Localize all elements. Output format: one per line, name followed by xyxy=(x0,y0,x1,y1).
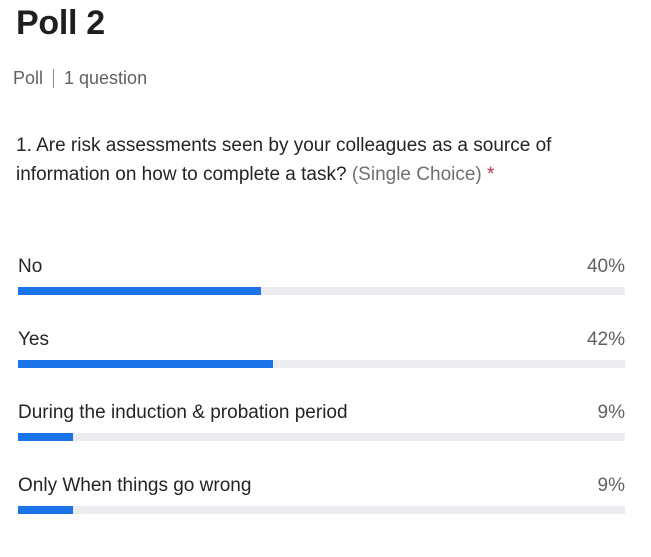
poll-meta: Poll 1 question xyxy=(13,68,147,89)
result-bar-fill xyxy=(18,433,73,441)
poll-type-label: Poll xyxy=(13,68,44,88)
option-when-wrong: Only When things go wrong 9% xyxy=(18,475,625,514)
option-percent: 9% xyxy=(597,475,625,496)
option-percent: 40% xyxy=(586,256,625,277)
question-count: 1 question xyxy=(64,68,148,88)
result-bar-fill xyxy=(18,287,261,295)
required-marker: * xyxy=(487,164,495,185)
result-bar-fill xyxy=(18,506,73,514)
option-label: During the induction & probation period xyxy=(18,402,348,423)
result-bar-track xyxy=(18,287,625,295)
option-induction: During the induction & probation period … xyxy=(18,402,625,441)
option-label: Only When things go wrong xyxy=(18,475,252,496)
option-percent: 42% xyxy=(586,329,625,350)
option-percent: 9% xyxy=(597,402,625,423)
option-label: Yes xyxy=(18,329,49,350)
meta-divider xyxy=(53,69,55,88)
result-bar-track xyxy=(18,433,625,441)
option-yes: Yes 42% xyxy=(18,329,625,368)
question-type: (Single Choice) xyxy=(351,164,482,185)
question-text-block: 1. Are risk assessments seen by your col… xyxy=(16,131,616,189)
option-label: No xyxy=(18,256,43,277)
result-bar-track xyxy=(18,360,625,368)
result-bar-fill xyxy=(18,360,273,368)
question-text: 1. Are risk assessments seen by your col… xyxy=(16,135,552,185)
result-bar-track xyxy=(18,506,625,514)
option-no: No 40% xyxy=(18,256,625,295)
poll-title: Poll 2 xyxy=(16,4,105,42)
